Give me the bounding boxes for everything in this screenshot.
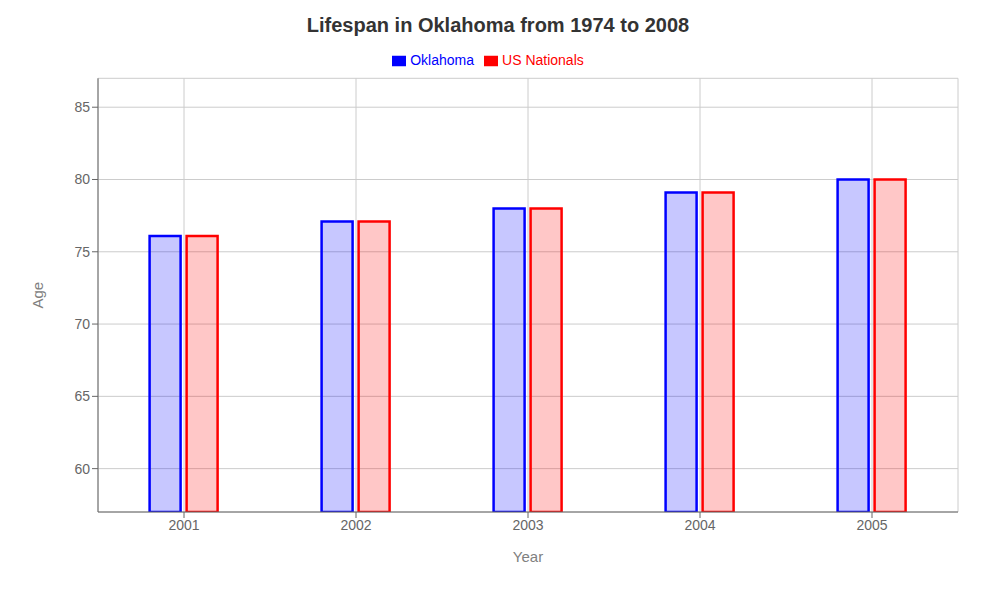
svg-text:60: 60	[74, 461, 90, 477]
svg-text:85: 85	[74, 99, 90, 115]
html-text:Lifespan in Oklahoma from 1974: Lifespan in Oklahoma from 1974 to 2008	[306, 14, 690, 36]
svg-text:2004: 2004	[684, 517, 715, 533]
svg-text:80: 80	[74, 171, 90, 187]
svg-text:2001: 2001	[168, 517, 199, 533]
svg-text:Age: Age	[29, 282, 46, 309]
svg-text:2005: 2005	[856, 517, 887, 533]
svg-text:65: 65	[74, 388, 90, 404]
svg-text:75: 75	[74, 244, 90, 260]
html-text:US Nationals: US Nationals	[502, 52, 584, 68]
svg-text:Year: Year	[513, 548, 543, 565]
svg-text:2003: 2003	[512, 517, 543, 533]
html-text:Oklahoma: Oklahoma	[410, 52, 474, 68]
svg-text:2002: 2002	[340, 517, 371, 533]
svg-text:70: 70	[74, 316, 90, 332]
